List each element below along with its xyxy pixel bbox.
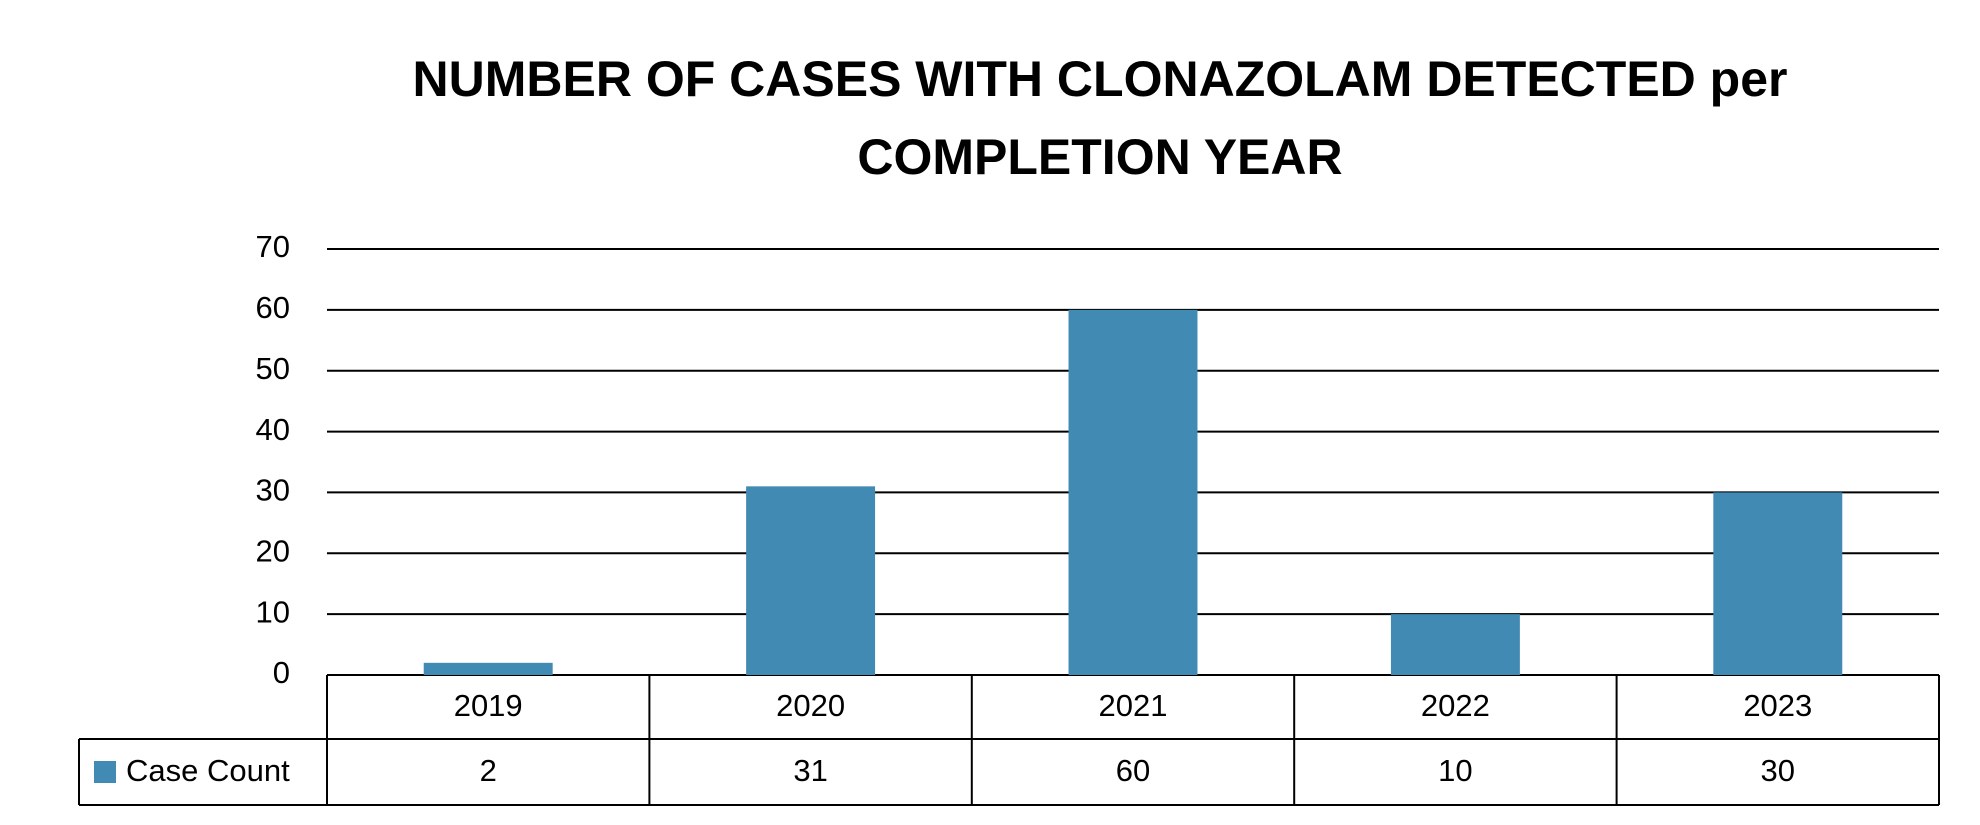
y-tick-label: 40 xyxy=(256,412,290,447)
y-tick-label: 0 xyxy=(273,655,290,690)
y-tick-label: 50 xyxy=(256,351,290,386)
table-value: 30 xyxy=(1761,753,1795,788)
table-value: 31 xyxy=(793,753,827,788)
legend-label: Case Count xyxy=(126,753,290,788)
bar xyxy=(1713,492,1843,675)
x-tick-label: 2022 xyxy=(1421,688,1490,723)
bar xyxy=(1390,614,1520,675)
y-tick-label: 20 xyxy=(256,533,290,568)
x-tick-label: 2023 xyxy=(1743,688,1812,723)
x-tick-label: 2021 xyxy=(1099,688,1168,723)
y-tick-label: 30 xyxy=(256,473,290,508)
y-tick-label: 10 xyxy=(256,594,290,629)
chart-title: NUMBER OF CASES WITH CLONAZOLAM DETECTED… xyxy=(412,51,1788,185)
bar xyxy=(746,486,876,675)
bar xyxy=(423,662,553,675)
y-tick-label: 70 xyxy=(256,229,290,264)
table-value: 10 xyxy=(1438,753,1472,788)
table-value: 60 xyxy=(1116,753,1150,788)
bar xyxy=(1068,309,1198,675)
legend-swatch xyxy=(94,761,116,783)
table-value: 2 xyxy=(480,753,497,788)
x-tick-label: 2020 xyxy=(776,688,845,723)
y-tick-label: 60 xyxy=(256,290,290,325)
x-tick-label: 2019 xyxy=(454,688,523,723)
